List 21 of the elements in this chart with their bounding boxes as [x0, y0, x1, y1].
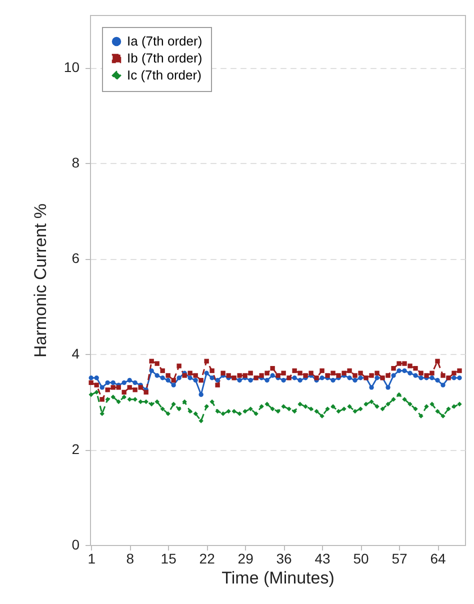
x-axis-title: Time (Minutes) [222, 568, 334, 588]
x-tick-label: 57 [392, 550, 408, 566]
x-tick-label: 43 [314, 550, 331, 566]
x-tick-label: 50 [353, 550, 370, 566]
legend-label: Ib (7th order) [127, 50, 202, 66]
x-tick-label: 15 [160, 550, 177, 566]
y-axis-title: Harmonic Current % [30, 204, 50, 358]
y-tick-label: 0 [72, 536, 80, 552]
y-tick-label: 4 [72, 346, 80, 362]
x-tick-label: 1 [88, 550, 96, 566]
y-tick-label: 8 [72, 154, 80, 171]
x-tick-label: 8 [126, 550, 134, 566]
y-tick-label: 2 [72, 441, 80, 458]
x-tick-label: 64 [430, 550, 446, 566]
x-tick-label: 22 [199, 550, 216, 566]
y-tick-label: 6 [72, 250, 80, 266]
legend-label: Ia (7th order) [127, 34, 202, 48]
y-tick-label: 10 [64, 59, 80, 76]
x-tick-label: 36 [276, 550, 292, 566]
x-tick-label: 29 [238, 550, 254, 566]
legend-label: Ic (7th order) [127, 68, 202, 82]
